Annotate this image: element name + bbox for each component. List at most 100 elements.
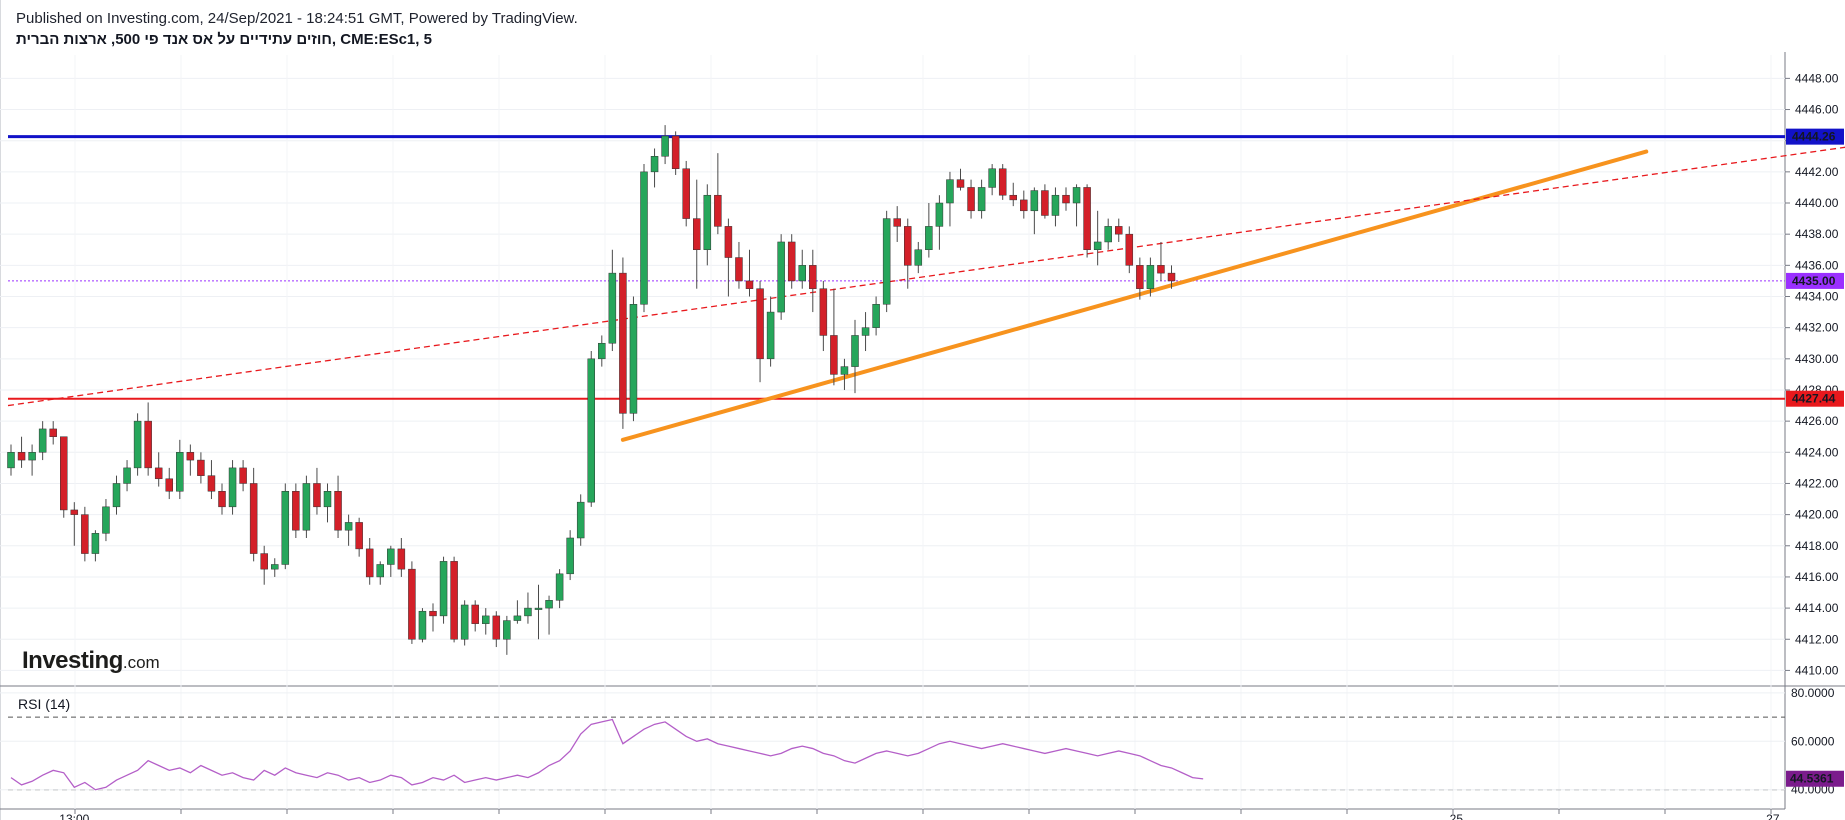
candle-up xyxy=(323,490,332,508)
chart-title: חוזים עתידיים על אס אנד פי 500, ארצות הב… xyxy=(16,31,432,48)
candle-up xyxy=(176,452,184,492)
candle-down xyxy=(249,483,258,554)
price-tick-label: 4416.00 xyxy=(1795,570,1839,584)
price-tick-label: 4424.00 xyxy=(1795,445,1839,459)
candle-down xyxy=(619,272,627,414)
price-tick-label: 4426.00 xyxy=(1795,414,1839,428)
candle-down xyxy=(165,478,173,492)
candle-up xyxy=(861,327,870,336)
candle-up xyxy=(112,483,121,508)
price-tick-label: 4412.00 xyxy=(1795,632,1839,646)
candle-down xyxy=(787,241,796,282)
candle-down xyxy=(355,522,363,550)
resistance-price-label: 4444.26 xyxy=(1792,130,1836,144)
candle-up xyxy=(629,304,638,414)
price-tick-label: 4420.00 xyxy=(1795,508,1839,522)
candle-up xyxy=(1051,194,1060,216)
candle-up xyxy=(946,179,954,204)
price-tick-label: 4448.00 xyxy=(1795,71,1839,85)
candle-down xyxy=(313,483,321,508)
candle-up xyxy=(576,501,585,539)
investing-logo: Investing.com xyxy=(22,647,160,675)
price-tick-label: 4434.00 xyxy=(1795,289,1839,303)
dashed-trend-line xyxy=(7,146,1845,407)
candle-down xyxy=(450,561,458,640)
candle-down xyxy=(492,615,501,640)
candle-down xyxy=(260,553,268,570)
candle-up xyxy=(1146,265,1155,289)
candle-down xyxy=(756,288,764,360)
price-tick-label: 4432.00 xyxy=(1795,321,1839,335)
candle-up xyxy=(1104,226,1112,243)
candle-up xyxy=(977,187,986,212)
candle-up xyxy=(387,548,395,565)
price-tick-label: 4442.00 xyxy=(1795,165,1839,179)
rsi-value-label: 44.5361 xyxy=(1790,772,1834,786)
candle-down xyxy=(956,179,965,188)
candle-up xyxy=(840,366,849,375)
candle-up xyxy=(418,610,427,640)
candle-up xyxy=(587,358,595,503)
candle-up xyxy=(798,265,806,282)
candle-down xyxy=(471,604,479,624)
candle-up xyxy=(228,467,237,508)
candle-down xyxy=(429,610,437,617)
candle-down xyxy=(60,436,68,511)
candle-up xyxy=(123,467,131,484)
candle-up xyxy=(534,607,543,610)
candle-down xyxy=(1083,187,1091,251)
support-price-label: 4427.44 xyxy=(1792,392,1836,406)
candle-down xyxy=(745,280,754,289)
candle-down xyxy=(735,257,743,282)
candle-up xyxy=(439,561,448,617)
candle-up xyxy=(376,564,384,578)
candle-down xyxy=(1125,233,1134,266)
candle-down xyxy=(408,568,416,640)
candle-up xyxy=(91,533,100,554)
candle-down xyxy=(197,459,205,476)
candle-up xyxy=(302,483,311,531)
candle-up xyxy=(988,168,996,188)
candle-down xyxy=(1062,194,1070,204)
candle-down xyxy=(693,218,701,251)
candle-up xyxy=(38,428,47,453)
price-tick-label: 4410.00 xyxy=(1795,663,1839,677)
logo-suffix: .com xyxy=(122,653,160,672)
price-tick-label: 4436.00 xyxy=(1795,258,1839,272)
publication-info: Published on Investing.com, 24/Sep/2021 … xyxy=(16,10,578,27)
candle-up xyxy=(133,420,142,469)
candle-up xyxy=(598,342,606,360)
candle-up xyxy=(1072,187,1081,204)
rsi-tick-label: 60.0000 xyxy=(1791,734,1835,748)
candle-down xyxy=(1115,226,1123,235)
candle-down xyxy=(671,135,680,169)
candle-up xyxy=(566,537,574,575)
candle-down xyxy=(1041,190,1049,216)
candle-up xyxy=(271,564,279,570)
candle-down xyxy=(218,490,226,508)
candle-up xyxy=(777,241,785,313)
candle-up xyxy=(28,452,36,461)
price-tick-label: 4440.00 xyxy=(1795,196,1839,210)
price-tick-label: 4414.00 xyxy=(1795,601,1839,615)
candle-down xyxy=(207,475,216,492)
candle-down xyxy=(397,548,406,570)
rsi-tick-label: 80.0000 xyxy=(1791,686,1835,700)
time-tick-label: 25 xyxy=(1450,812,1464,820)
candle-up xyxy=(703,194,712,251)
candle-down xyxy=(893,218,901,227)
price-tick-label: 4422.00 xyxy=(1795,476,1839,490)
candle-up xyxy=(882,218,891,305)
candle-down xyxy=(1020,199,1028,212)
candle-up xyxy=(766,311,775,360)
candle-up xyxy=(872,304,880,328)
resistance-price-badge xyxy=(1786,128,1844,145)
candle-up xyxy=(650,156,659,173)
candle-up xyxy=(281,490,290,565)
price-tick-label: 4446.00 xyxy=(1795,103,1839,117)
candle-up xyxy=(102,506,110,534)
candle-up xyxy=(608,272,617,344)
price-tick-label: 4430.00 xyxy=(1795,352,1839,366)
candle-up xyxy=(344,522,353,531)
